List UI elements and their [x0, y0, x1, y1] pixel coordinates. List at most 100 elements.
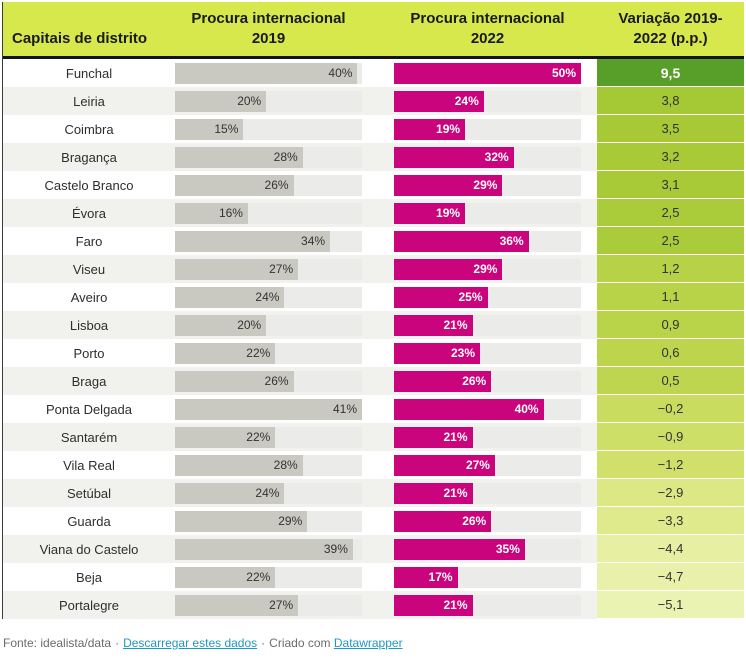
demand-2022-value-label: 29%	[473, 262, 498, 276]
table-row: Viseu 27% 29% 1,2	[3, 255, 744, 283]
table-row: Santarém 22% 21% −0,9	[3, 423, 744, 451]
demand-2022-track: 24%	[394, 90, 581, 112]
demand-2022-cell: 36%	[394, 230, 581, 252]
district-name: Vila Real	[63, 457, 115, 473]
variation-cell: 2,5	[597, 199, 744, 227]
demand-2019-bar: 20%	[175, 90, 267, 112]
demand-2022-cell: 21%	[394, 482, 581, 504]
table-row: Bragança 28% 32% 3,2	[3, 143, 744, 171]
demand-2019-value-label: 22%	[246, 346, 271, 360]
demand-2022-bar: 23%	[394, 342, 481, 364]
demand-2019-track: 27%	[175, 594, 362, 616]
col-header-variation: Variação 2019- 2022 (p.p.)	[597, 9, 744, 49]
demand-2019-cell: 26%	[175, 174, 362, 196]
footer: Fonte: idealista/data · Descarregar estes …	[3, 636, 403, 650]
demand-2019-bar: 28%	[175, 146, 303, 168]
demand-2022-value-label: 19%	[436, 206, 461, 220]
demand-2022-value-label: 21%	[443, 598, 468, 612]
demand-2019-value-label: 24%	[255, 290, 280, 304]
demand-2019-bar: 22%	[175, 426, 276, 448]
demand-2022-value-label: 36%	[499, 234, 524, 248]
variation-cell: −0,9	[597, 423, 744, 451]
demand-2022-cell: 25%	[394, 286, 581, 308]
demand-2019-track: 34%	[175, 230, 362, 252]
demand-2019-track: 15%	[175, 118, 362, 140]
demand-2019-bar: 22%	[175, 566, 276, 588]
demand-2019-cell: 20%	[175, 314, 362, 336]
col-header-2019: Procura internacional 2019	[175, 9, 362, 49]
demand-2022-cell: 29%	[394, 174, 581, 196]
download-data-link[interactable]: Descarregar estes dados	[123, 636, 258, 650]
demand-2019-bar: 39%	[175, 538, 353, 560]
variation-cell: 3,5	[597, 115, 744, 143]
district-name: Braga	[71, 373, 107, 389]
district-name: Beja	[75, 569, 103, 585]
demand-2022-track: 32%	[394, 146, 581, 168]
separator-dot: ·	[115, 636, 120, 650]
demand-2022-value-label: 21%	[443, 318, 468, 332]
district-name: Porto	[73, 345, 105, 361]
demand-2022-track: 21%	[394, 594, 581, 616]
demand-2019-value-label: 20%	[237, 318, 262, 332]
demand-2019-cell: 40%	[175, 62, 362, 84]
demand-2019-track: 28%	[175, 454, 362, 476]
demand-2019-value-label: 24%	[255, 486, 280, 500]
demand-2019-value-label: 40%	[328, 66, 353, 80]
district-name: Portalegre	[59, 597, 119, 613]
district-name: Faro	[75, 233, 103, 249]
demand-2019-track: 20%	[175, 90, 362, 112]
demand-2019-value-label: 34%	[301, 234, 326, 248]
demand-2022-value-label: 21%	[443, 430, 468, 444]
datawrapper-link[interactable]: Datawrapper	[333, 636, 403, 650]
demand-2019-value-label: 20%	[237, 94, 262, 108]
demand-2022-track: 17%	[394, 566, 581, 588]
demand-2019-value-label: 16%	[218, 206, 243, 220]
created-with-text: Criado com	[269, 636, 331, 650]
demand-2019-bar: 27%	[175, 594, 299, 616]
demand-2022-cell: 27%	[394, 454, 581, 476]
demand-2022-track: 21%	[394, 426, 581, 448]
demand-2022-value-label: 35%	[495, 542, 520, 556]
demand-2019-bar: 40%	[175, 62, 358, 84]
demand-2019-bar: 26%	[175, 370, 294, 392]
demand-2019-track: 26%	[175, 370, 362, 392]
table-row: Évora 16% 19% 2,5	[3, 199, 744, 227]
demand-2019-value-label: 26%	[264, 374, 289, 388]
demand-2019-bar: 22%	[175, 342, 276, 364]
variation-cell: −5,1	[597, 591, 744, 619]
demand-2022-value-label: 29%	[473, 178, 498, 192]
col-header-districts: Capitais de distrito	[12, 30, 148, 47]
demand-2022-value-label: 50%	[551, 66, 576, 80]
demand-2019-value-label: 15%	[214, 122, 239, 136]
col-header-2019-line2: 2019	[251, 30, 286, 47]
demand-2019-cell: 28%	[175, 454, 362, 476]
demand-2019-track: 26%	[175, 174, 362, 196]
demand-2022-track: 26%	[394, 510, 581, 532]
demand-2022-bar: 21%	[394, 426, 473, 448]
demand-2022-value-label: 24%	[454, 94, 479, 108]
table-row: Beja 22% 17% −4,7	[3, 563, 744, 591]
col-header-2022-line2: 2022	[470, 30, 505, 47]
variation-cell: 0,6	[597, 339, 744, 367]
district-name: Lisboa	[69, 317, 109, 333]
variation-cell: 1,2	[597, 255, 744, 283]
demand-2019-value-label: 22%	[246, 570, 271, 584]
demand-2019-value-label: 29%	[278, 514, 303, 528]
demand-2022-bar: 32%	[394, 146, 514, 168]
demand-2019-track: 24%	[175, 482, 362, 504]
variation-cell: −0,2	[597, 395, 744, 423]
table-row: Setúbal 24% 21% −2,9	[3, 479, 744, 507]
district-name: Bragança	[61, 149, 117, 165]
district-name: Ponta Delgada	[45, 401, 132, 417]
demand-2019-cell: 27%	[175, 258, 362, 280]
table-header: Capitais de distrito Procura internacion…	[3, 2, 744, 59]
demand-2022-cell: 17%	[394, 566, 581, 588]
col-header-variation-line1: Variação 2019-	[618, 10, 723, 27]
demand-2022-track: 35%	[394, 538, 581, 560]
demand-2022-value-label: 26%	[462, 374, 487, 388]
variation-cell: −4,7	[597, 563, 744, 591]
demand-2022-cell: 32%	[394, 146, 581, 168]
demand-2022-cell: 50%	[394, 62, 581, 84]
demand-2022-value-label: 17%	[428, 570, 453, 584]
demand-2022-cell: 21%	[394, 426, 581, 448]
